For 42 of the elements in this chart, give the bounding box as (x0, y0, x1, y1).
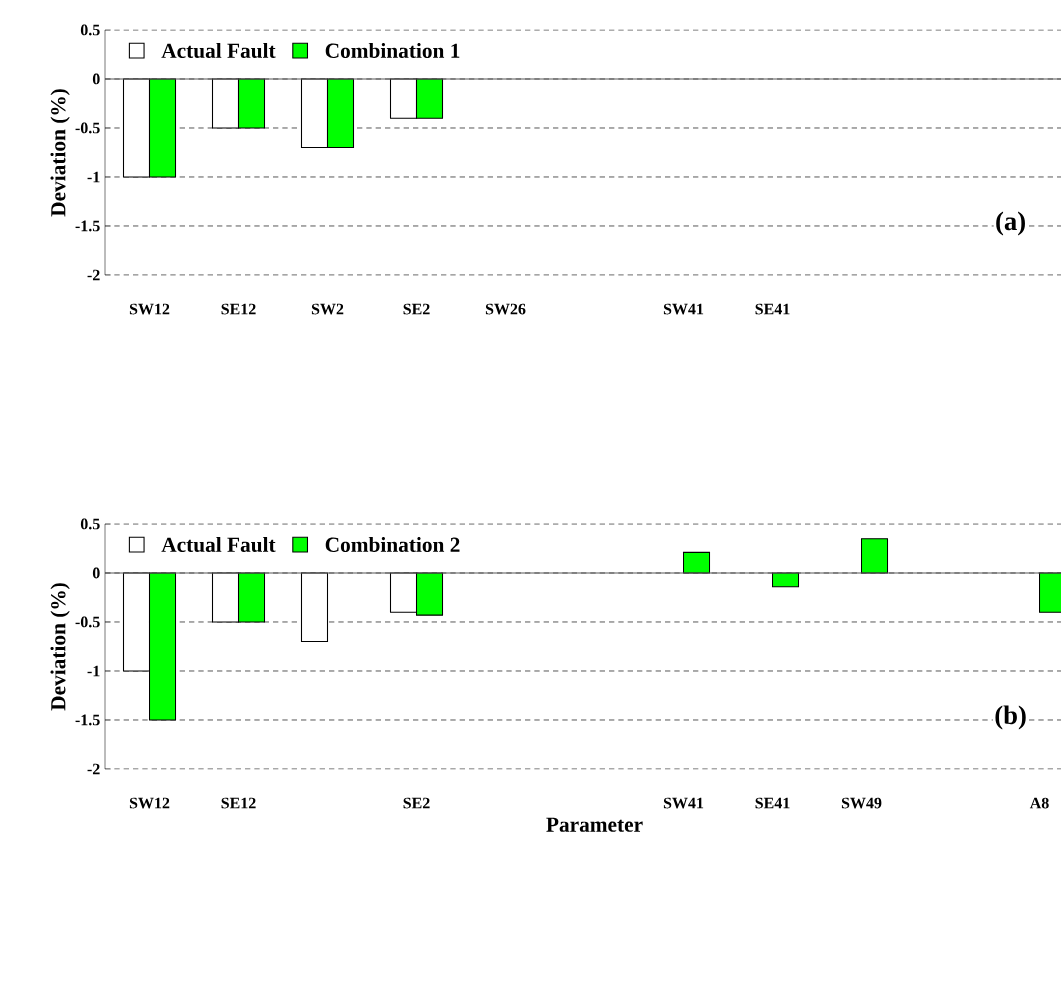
legend-label: Combination 2 (325, 536, 460, 552)
annotation: (b) (995, 705, 1026, 730)
x-tick-label: SW12 (129, 797, 170, 809)
bar (415, 572, 444, 616)
x-tick-label: SE41 (755, 797, 790, 809)
bar (300, 572, 329, 643)
x-tick-label: SW41 (663, 303, 704, 315)
x-tick-label: SE2 (403, 797, 430, 809)
x-tick-label: SW2 (311, 303, 344, 315)
x-tick-label: SE12 (221, 797, 256, 809)
y-tick-label: -1.5 (75, 714, 100, 726)
y-axis-title: Deviation (%) (50, 89, 70, 217)
annotation: (a) (996, 211, 1025, 236)
x-axis-title: Parameter (546, 817, 643, 832)
x-tick-label: SW12 (129, 303, 170, 315)
bar (211, 572, 240, 623)
legend-label: Actual Fault (161, 42, 276, 58)
y-tick-label: -2 (87, 269, 100, 281)
y-tick-label: -2 (87, 763, 100, 775)
x-tick-label: SW41 (663, 797, 704, 809)
legend-label: Combination 1 (325, 42, 460, 58)
bar (237, 572, 266, 623)
y-tick-label: 0 (92, 73, 100, 85)
bar (860, 538, 889, 574)
y-tick-label: -1 (87, 171, 100, 183)
y-tick-label: 0.5 (80, 518, 100, 530)
y-tick-label: -1 (87, 665, 100, 677)
legend-label: Actual Fault (161, 536, 276, 552)
y-tick-label: -0.5 (75, 122, 100, 134)
x-tick-label: SW26 (485, 303, 526, 315)
x-tick-label: SE2 (403, 303, 430, 315)
x-tick-label: A8 (1029, 797, 1049, 809)
y-tick-label: -1.5 (75, 220, 100, 232)
y-tick-label: 0.5 (80, 24, 100, 36)
y-axis-title: Deviation (%) (50, 583, 70, 711)
y-tick-label: 0 (92, 567, 100, 579)
x-tick-label: SE41 (755, 303, 790, 315)
x-tick-label: SW49 (841, 797, 882, 809)
y-tick-label: -0.5 (75, 616, 100, 628)
bar (148, 572, 177, 721)
bar (389, 572, 418, 613)
x-tick-label: SE12 (221, 303, 256, 315)
